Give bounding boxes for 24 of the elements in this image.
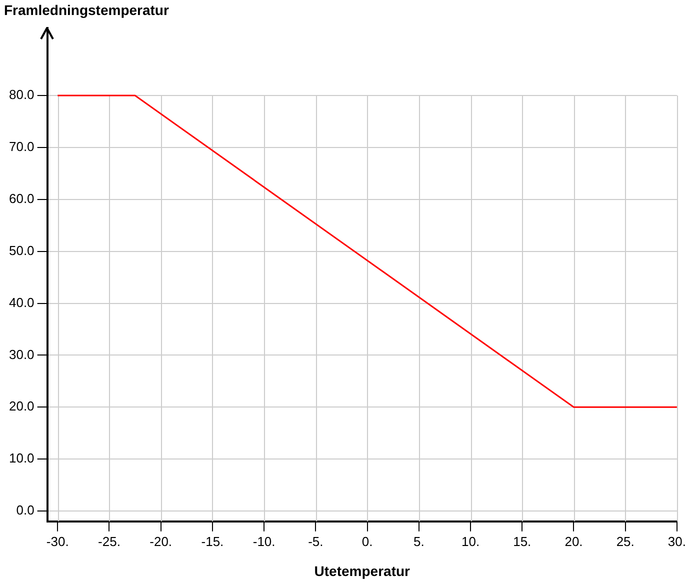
x-tick-label: -10. <box>252 534 276 549</box>
x-tick-label: -15. <box>201 534 224 549</box>
x-tick-label: -20. <box>150 534 172 549</box>
y-axis-title: Framledningstemperatur <box>4 2 170 18</box>
y-tick-label: 50.0 <box>8 242 34 258</box>
x-tick-label: 25. <box>616 534 634 549</box>
x-tick-label: 15. <box>513 534 532 549</box>
x-tick-label: 5. <box>413 534 424 549</box>
y-tick-label: 10.0 <box>8 450 34 466</box>
y-tick-label: 20.0 <box>8 398 34 414</box>
y-tick-label: 60.0 <box>8 190 34 206</box>
x-tick-label: 10. <box>461 534 480 549</box>
x-tick-label: 30. <box>668 534 686 549</box>
y-tick-label: 70.0 <box>8 139 34 154</box>
x-tick-label: 0. <box>362 534 373 549</box>
x-axis-title: Utetemperatur <box>314 562 411 579</box>
y-tick-label: 30.0 <box>8 346 34 362</box>
y-tick-label: 40.0 <box>8 294 34 310</box>
x-tick-label: -5. <box>308 534 324 549</box>
y-tick-label: 0.0 <box>16 502 34 518</box>
x-tick-label: -25. <box>98 534 120 549</box>
x-tick-label: -30. <box>46 534 69 549</box>
y-tick-label: 80.0 <box>8 87 34 102</box>
x-tick-label: 20. <box>564 534 583 549</box>
